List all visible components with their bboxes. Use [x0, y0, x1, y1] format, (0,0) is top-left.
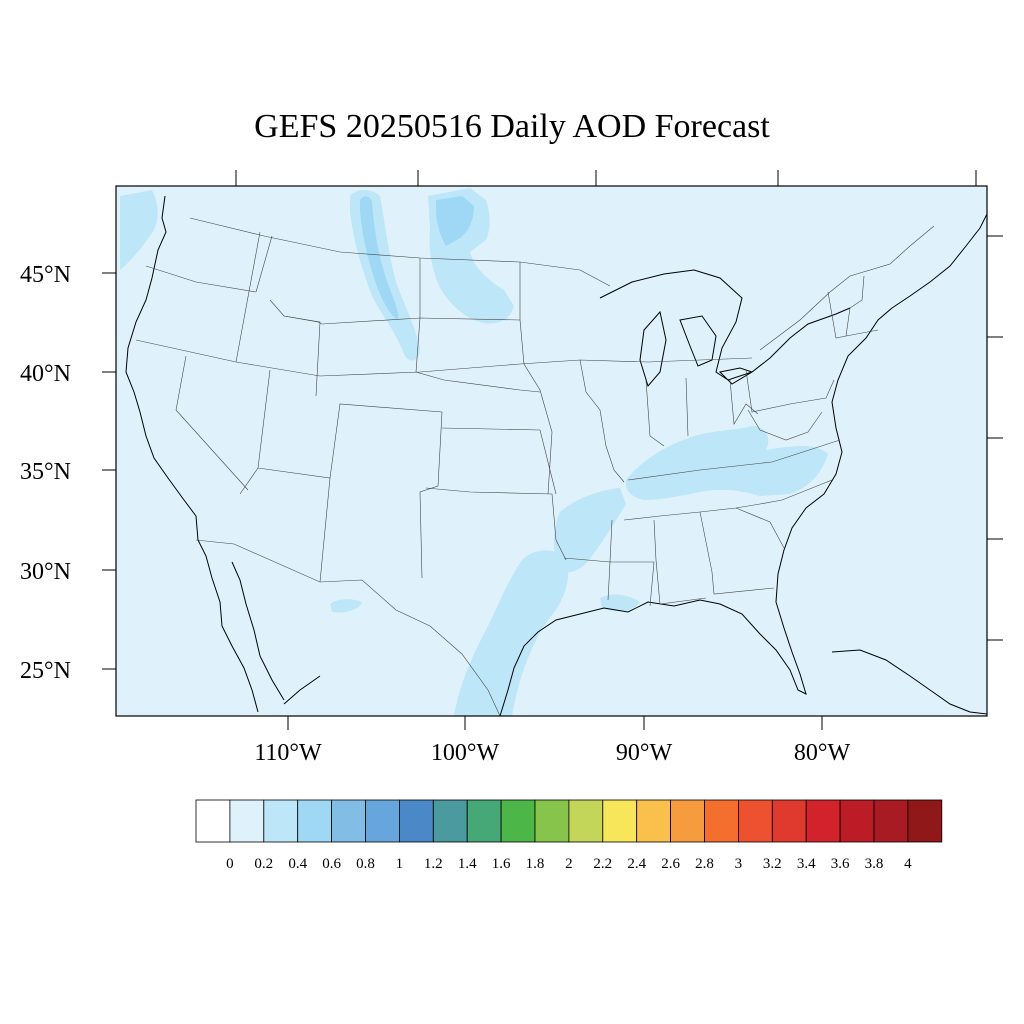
baja-inner — [231, 561, 285, 701]
colorbar-tick-label: 3.8 — [865, 856, 884, 872]
colorbar-swatch-9 — [500, 799, 536, 843]
colorbar-swatch-20 — [873, 799, 909, 843]
colorbar-swatch-0 — [195, 799, 231, 843]
colorbar-swatch-7 — [432, 799, 468, 843]
aod-plume-texas-small — [330, 599, 362, 613]
lon-label-100w: 100°W — [431, 740, 500, 766]
colorbar-swatch-15 — [704, 799, 739, 843]
colorbar-swatch-3 — [297, 799, 333, 843]
gulf-coast — [499, 213, 988, 717]
aod-plumes — [120, 188, 828, 716]
us-mexico-border — [195, 539, 501, 717]
axis-ticks — [102, 170, 1003, 730]
colorbar-tick-label: 3.2 — [763, 856, 782, 872]
west-coast — [125, 195, 259, 713]
aod-plume-dakota-core — [436, 196, 474, 246]
coastlines — [125, 195, 988, 717]
colorbar-swatch-5 — [365, 799, 400, 843]
great-lakes — [599, 269, 851, 388]
colorbar-swatch-1 — [229, 799, 265, 843]
us-canada-east — [759, 225, 935, 351]
colorbar-swatch-10 — [534, 799, 570, 843]
colorbar-tick-label: 1 — [396, 856, 404, 872]
colorbar-tick-label: 1.6 — [492, 856, 511, 872]
lat-label-45n: 45°N — [20, 262, 71, 288]
lat-label-35n: 35°N — [20, 459, 71, 485]
mexico-pacific — [283, 675, 321, 705]
lat-label-40n: 40°N — [20, 361, 71, 387]
aod-plume-texas-gulf — [454, 550, 569, 716]
lon-label-80w: 80°W — [794, 740, 851, 766]
colorbar — [195, 799, 943, 843]
colorbar-swatch-19 — [839, 799, 875, 843]
colorbar-swatch-12 — [602, 799, 638, 843]
colorbar-swatch-21 — [907, 799, 943, 843]
lat-label-25n: 25°N — [20, 658, 71, 684]
lon-label-90w: 90°W — [616, 740, 673, 766]
colorbar-tick-label: 2.4 — [627, 856, 646, 872]
colorbar-tick-label: 0 — [226, 856, 234, 872]
colorbar-labels: 0 0.2 0.4 0.6 0.8 1 1.2 1.4 1.6 1.8 2 2.2 2.4 2.6 2.8 3… — [226, 856, 912, 872]
aod-plume-northern-plains-core — [360, 196, 399, 320]
colorbar-swatch-8 — [466, 799, 502, 843]
lat-label-30n: 30°N — [20, 559, 71, 585]
map-background — [116, 186, 987, 716]
colorbar-tick-label: 0.6 — [322, 856, 341, 872]
colorbar-tick-label: 2 — [565, 856, 573, 872]
colorbar-swatch-18 — [805, 799, 841, 843]
map-frame — [115, 185, 988, 717]
colorbar-tick-label: 1.4 — [458, 856, 477, 872]
aod-plume-wa-coast — [120, 190, 158, 270]
colorbar-tick-label: 2.8 — [695, 856, 714, 872]
colorbar-tick-label: 0.8 — [356, 856, 375, 872]
colorbar-tick-label: 0.2 — [254, 856, 273, 872]
colorbar-swatch-2 — [263, 799, 299, 843]
colorbar-swatch-14 — [670, 799, 705, 843]
colorbar-swatch-16 — [738, 799, 773, 843]
lon-label-110w: 110°W — [254, 740, 322, 766]
colorbar-swatch-4 — [331, 799, 366, 843]
colorbar-tick-label: 4 — [904, 856, 912, 872]
colorbar-swatch-11 — [568, 799, 604, 843]
map-title: GEFS 20250516 Daily AOD Forecast — [254, 108, 770, 145]
colorbar-tick-label: 1.2 — [424, 856, 443, 872]
colorbar-swatch-6 — [398, 799, 434, 843]
colorbar-tick-label: 1.8 — [526, 856, 545, 872]
colorbar-tick-label: 0.4 — [288, 856, 307, 872]
colorbar-tick-label: 3.4 — [797, 856, 816, 872]
aod-plume-gulf-small — [600, 594, 640, 612]
colorbar-tick-label: 2.6 — [661, 856, 680, 872]
colorbar-tick-label: 2.2 — [593, 856, 612, 872]
colorbar-tick-label: 3.6 — [831, 856, 850, 872]
colorbar-swatch-13 — [636, 799, 672, 843]
cuba — [831, 649, 988, 715]
colorbar-tick-label: 3 — [735, 856, 743, 872]
aod-plume-southeast-band — [554, 488, 626, 573]
colorbar-swatch-17 — [771, 799, 807, 843]
aod-plume-ohio-valley — [625, 426, 828, 500]
state-borders — [135, 217, 935, 717]
